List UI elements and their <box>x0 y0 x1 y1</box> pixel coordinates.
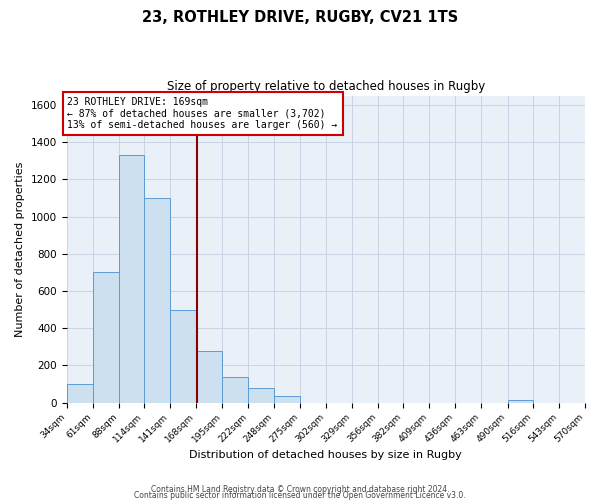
Bar <box>67 384 92 402</box>
Y-axis label: Number of detached properties: Number of detached properties <box>15 162 25 337</box>
Text: Contains public sector information licensed under the Open Government Licence v3: Contains public sector information licen… <box>134 490 466 500</box>
Bar <box>92 272 119 402</box>
Bar <box>222 376 248 402</box>
Bar <box>508 400 533 402</box>
Text: 23, ROTHLEY DRIVE, RUGBY, CV21 1TS: 23, ROTHLEY DRIVE, RUGBY, CV21 1TS <box>142 10 458 25</box>
Bar <box>119 155 144 402</box>
Bar <box>196 350 222 403</box>
Bar <box>274 396 299 402</box>
Text: Contains HM Land Registry data © Crown copyright and database right 2024.: Contains HM Land Registry data © Crown c… <box>151 484 449 494</box>
Bar <box>170 310 196 402</box>
Bar <box>248 388 274 402</box>
Bar <box>144 198 170 402</box>
Title: Size of property relative to detached houses in Rugby: Size of property relative to detached ho… <box>167 80 485 93</box>
X-axis label: Distribution of detached houses by size in Rugby: Distribution of detached houses by size … <box>190 450 462 460</box>
Text: 23 ROTHLEY DRIVE: 169sqm
← 87% of detached houses are smaller (3,702)
13% of sem: 23 ROTHLEY DRIVE: 169sqm ← 87% of detach… <box>67 97 338 130</box>
